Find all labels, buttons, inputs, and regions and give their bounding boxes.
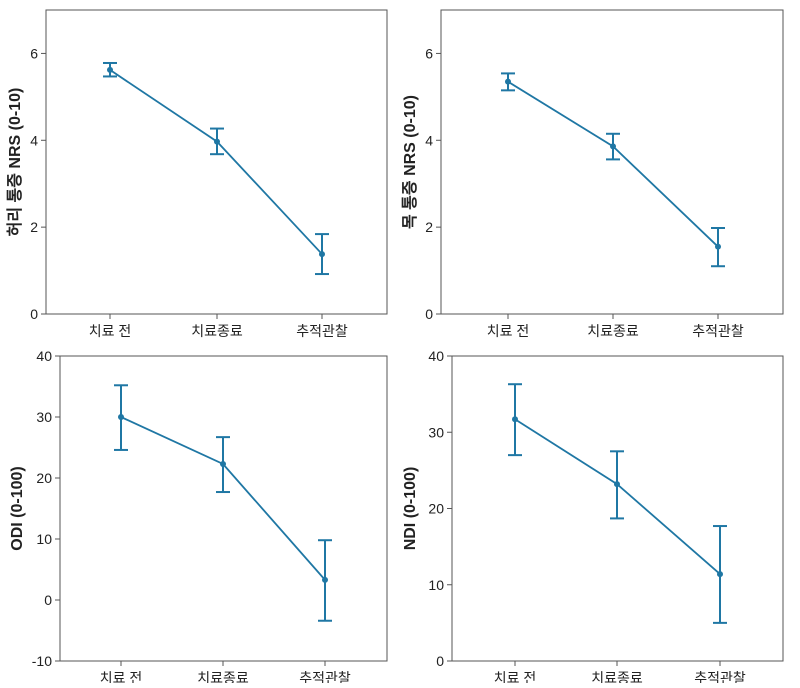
y-tick-label: 0 (436, 653, 444, 669)
y-tick-label: 40 (36, 348, 52, 364)
y-tick-label: 40 (428, 348, 444, 364)
series-line (507, 80, 719, 248)
y-tick-label: 2 (30, 219, 38, 235)
y-tick-label: -10 (32, 653, 52, 669)
y-tick-label: 0 (30, 306, 38, 322)
data-point (319, 251, 325, 258)
data-point (118, 414, 124, 420)
y-tick-label: 10 (36, 531, 52, 547)
data-point (220, 460, 226, 467)
y-tick-label: 6 (30, 45, 38, 61)
y-axis-label: 허리 통증 NRS (0-10) (6, 88, 24, 237)
data-point (715, 243, 721, 250)
x-tick-label: 치료 전 (89, 323, 132, 339)
x-tick-label: 치료종료 (197, 670, 249, 683)
x-tick-label: 치료 전 (487, 323, 530, 339)
y-tick-label: 20 (36, 470, 52, 486)
x-tick-label: 추적관찰 (299, 670, 351, 683)
x-tick-label: 추적관찰 (296, 323, 348, 339)
y-axis-label: NDI (0-100) (402, 467, 419, 551)
y-tick-label: 6 (425, 45, 433, 61)
data-point (512, 416, 518, 423)
y-tick-label: 4 (30, 132, 38, 148)
plot-frame (440, 9, 784, 315)
chart-panel-4: 0 10 20 30 40 치료 전 치료종료 추적관찰 NDI (0-100) (402, 348, 784, 686)
x-tick-label: 추적관찰 (692, 323, 744, 339)
y-tick-label: 0 (425, 306, 433, 322)
y-tick-label: 20 (428, 501, 444, 517)
series-line (109, 69, 323, 255)
data-point (322, 576, 328, 583)
x-tick-label: 치료종료 (191, 323, 243, 339)
data-point (107, 66, 113, 73)
y-axis-label: 목 통증 NRS (0-10) (401, 95, 419, 229)
plot-frame (59, 355, 388, 662)
x-tick-label: 치료 전 (494, 670, 537, 683)
data-point (717, 571, 723, 578)
y-tick-label: 2 (425, 219, 433, 235)
x-tick-label: 치료 전 (100, 670, 143, 683)
data-point (610, 143, 616, 150)
y-tick-label: 4 (425, 132, 433, 148)
y-tick-label: 30 (428, 424, 444, 440)
x-tick-label: 치료종료 (591, 670, 643, 683)
x-tick-label: 치료종료 (587, 323, 639, 339)
y-tick-label: 0 (44, 592, 52, 608)
data-point (505, 78, 511, 85)
chart-panel-3: -10 0 10 20 30 40 치료 전 치료종료 추적관찰 ODI (0-100) (9, 348, 388, 686)
chart-panel-2: 0 2 4 6 치료 전 치료종료 추적관찰 목 통증 NRS (0-10) (401, 9, 784, 339)
data-point (214, 138, 220, 145)
y-tick-label: 30 (36, 409, 52, 425)
y-axis-label: ODI (0-100) (9, 466, 26, 550)
plot-frame (45, 9, 388, 315)
data-point (614, 481, 620, 488)
x-tick-label: 추적관찰 (694, 670, 746, 683)
y-tick-label: 10 (428, 577, 444, 593)
chart-panel-1: 0 2 4 6 치료 전 치료종료 추적관찰 허리 통증 NRS (0-10) (6, 9, 388, 339)
